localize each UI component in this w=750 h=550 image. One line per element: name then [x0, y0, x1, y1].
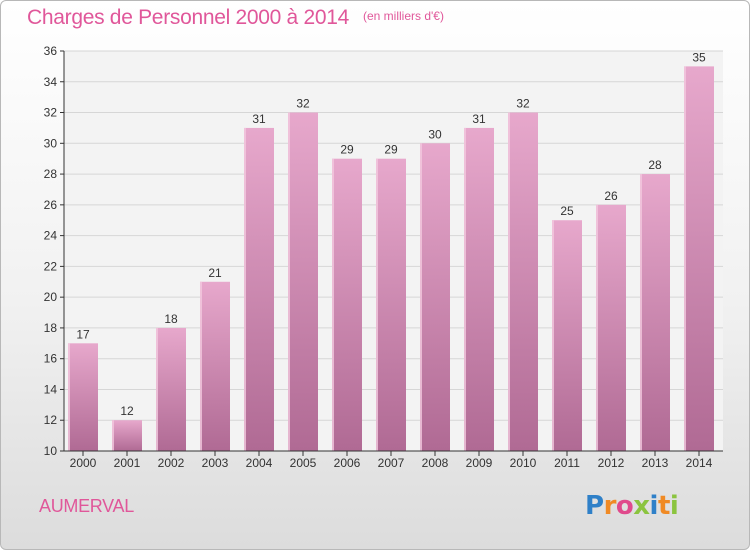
y-tick-label: 18: [44, 321, 58, 335]
data-label: 35: [692, 50, 706, 64]
x-tick-label: 2014: [686, 456, 713, 470]
x-tick-label: 2011: [554, 456, 580, 470]
y-tick-label: 36: [44, 44, 58, 58]
bar: [420, 143, 450, 452]
data-label: 28: [648, 158, 662, 172]
axes: [60, 50, 723, 456]
title-text: Charges de Personnel 2000 à 2014: [27, 6, 349, 29]
bar: [244, 127, 274, 451]
logo-letter: P: [585, 491, 604, 521]
x-tick-label: 2007: [378, 456, 405, 470]
data-label: 25: [560, 204, 574, 218]
bar: [376, 158, 406, 451]
chart-title: Charges de Personnel 2000 à 2014 (en mill…: [27, 6, 444, 30]
y-tick-label: 14: [44, 382, 58, 396]
logo-letter: t: [657, 491, 670, 521]
data-label: 30: [428, 127, 442, 141]
y-tick-label: 16: [44, 352, 58, 366]
bar: [288, 112, 318, 452]
y-tick-label: 32: [44, 106, 58, 120]
bar: [112, 420, 142, 451]
y-tick-label: 26: [44, 198, 58, 212]
y-tick-label: 20: [44, 290, 58, 304]
title-unit: (en milliers d'€): [362, 9, 444, 23]
x-tick-label: 2006: [334, 456, 361, 470]
bar: [508, 112, 538, 452]
bar-highlight: [464, 127, 466, 451]
data-label: 12: [120, 404, 134, 418]
data-label: 32: [516, 97, 530, 111]
bars: [68, 66, 714, 452]
bar: [156, 327, 186, 451]
bar: [552, 220, 582, 451]
labels: 10 12 14 16 18 20 22 24 26 28 30 32 34 36 17 2000 12 2001…: [44, 44, 713, 470]
x-tick-label: 2013: [642, 456, 669, 470]
logo-letter: i: [669, 491, 679, 521]
logo-letter: x: [633, 491, 650, 521]
data-label: 17: [76, 327, 90, 341]
data-label: 29: [384, 143, 398, 157]
data-label: 29: [340, 143, 354, 157]
bar: [68, 343, 98, 451]
bar: [200, 281, 230, 451]
data-label: 21: [208, 266, 222, 280]
x-tick-label: 2009: [466, 456, 493, 470]
data-label: 32: [296, 97, 310, 111]
y-tick-label: 30: [44, 136, 58, 150]
x-tick-label: 2010: [510, 456, 537, 470]
bar-highlight: [200, 281, 202, 451]
bar: [640, 174, 670, 452]
x-tick-label: 2008: [422, 456, 449, 470]
bar-highlight: [596, 204, 598, 451]
y-tick-label: 12: [44, 413, 58, 427]
y-tick-label: 10: [44, 444, 58, 458]
x-tick-label: 2005: [290, 456, 317, 470]
logo-letter: i: [649, 491, 659, 521]
x-tick-label: 2000: [70, 456, 97, 470]
bar-highlight: [508, 112, 510, 452]
bar-highlight: [68, 343, 70, 451]
x-tick-label: 2001: [114, 456, 141, 470]
logo-letter: r: [603, 491, 617, 521]
commune-name: AUMERVAL: [39, 496, 134, 516]
x-tick-label: 2004: [246, 456, 273, 470]
x-tick-label: 2012: [598, 456, 625, 470]
x-tick-label: 2002: [158, 456, 185, 470]
bar: [684, 66, 714, 451]
y-tick-label: 34: [44, 75, 58, 89]
bar-highlight: [640, 174, 642, 452]
bar-highlight: [376, 158, 378, 451]
bar: [332, 158, 362, 451]
bar-highlight: [288, 112, 290, 452]
data-label: 18: [164, 312, 178, 326]
y-tick-label: 24: [44, 229, 58, 243]
y-tick-label: 22: [44, 259, 58, 273]
bar-highlight: [552, 220, 554, 451]
bar-highlight: [684, 66, 686, 451]
y-tick-label: 28: [44, 167, 58, 181]
data-label: 31: [472, 112, 486, 126]
bar-highlight: [332, 158, 334, 451]
bar: [596, 204, 626, 451]
bar-highlight: [420, 143, 422, 452]
bar-highlight: [156, 327, 158, 451]
x-tick-label: 2003: [202, 456, 229, 470]
proxiti-logo[interactable]: Proxiti: [585, 491, 679, 521]
bar-highlight: [112, 420, 114, 451]
data-label: 26: [604, 189, 618, 203]
data-label: 31: [252, 112, 266, 126]
logo-letter: o: [615, 491, 634, 521]
bar: [464, 127, 494, 451]
bar-highlight: [244, 127, 246, 451]
